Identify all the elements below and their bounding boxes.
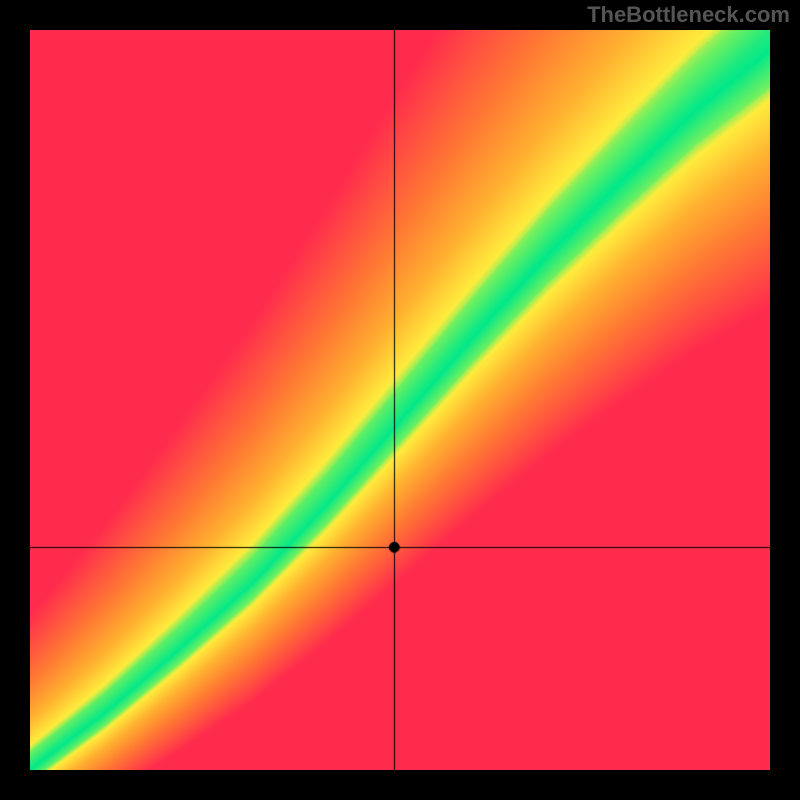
chart-container: TheBottleneck.com	[0, 0, 800, 800]
plot-frame	[30, 30, 770, 770]
heatmap-canvas	[30, 30, 770, 770]
attribution-text: TheBottleneck.com	[587, 2, 790, 28]
